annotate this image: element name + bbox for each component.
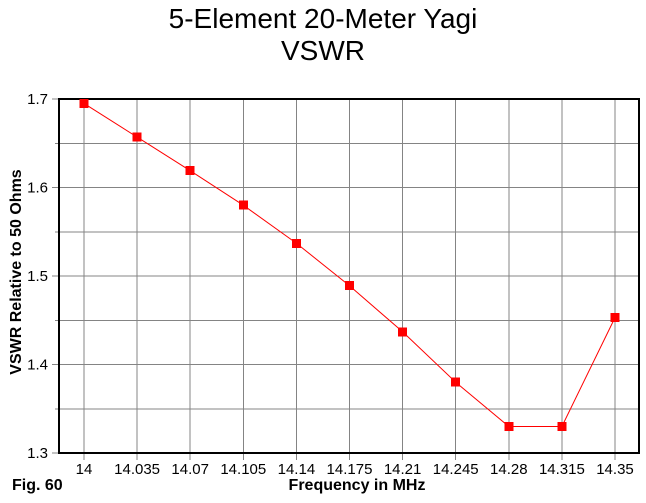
- x-tick-label: 14.035: [114, 461, 160, 478]
- chart-title-block: 5-Element 20-Meter Yagi VSWR: [0, 3, 646, 67]
- y-axis-title: VSWR Relative to 50 Ohms: [8, 169, 25, 375]
- x-tick-label: 14.28: [490, 461, 528, 478]
- x-axis-title: Frequency in MHz: [288, 477, 426, 494]
- data-point-marker: [557, 421, 567, 431]
- figure-number: Fig. 60: [12, 477, 63, 494]
- y-tick-label: 1.6: [27, 180, 48, 197]
- y-tick-label: 1.3: [27, 445, 48, 462]
- data-point-marker: [238, 200, 248, 210]
- x-tick-label: 14.315: [539, 461, 585, 478]
- data-point-marker: [185, 166, 195, 176]
- data-point-marker: [291, 238, 301, 248]
- x-tick-label: 14.14: [278, 461, 316, 478]
- y-tick-label: 1.7: [27, 91, 48, 108]
- x-tick-label: 14: [76, 461, 93, 478]
- data-point-marker: [79, 98, 89, 108]
- data-point-marker: [345, 281, 354, 291]
- chart-subtitle: VSWR: [281, 35, 365, 66]
- data-point-marker: [398, 327, 408, 337]
- x-tick-label: 14.21: [384, 461, 422, 478]
- x-tick-label: 14.105: [220, 461, 266, 478]
- x-tick-label: 14.175: [327, 461, 373, 478]
- plot-frame: [58, 98, 640, 454]
- data-point-marker: [132, 132, 142, 142]
- x-tick-label: 14.35: [596, 461, 634, 478]
- y-tick-label: 1.5: [27, 268, 48, 285]
- y-tick-label: 1.4: [27, 357, 48, 374]
- data-point-marker: [451, 377, 461, 387]
- data-point-marker: [504, 421, 514, 431]
- x-tick-label: 14.07: [171, 461, 209, 478]
- chart-title: 5-Element 20-Meter Yagi: [168, 3, 478, 34]
- data-point-marker: [610, 313, 620, 323]
- x-tick-label: 14.245: [433, 461, 479, 478]
